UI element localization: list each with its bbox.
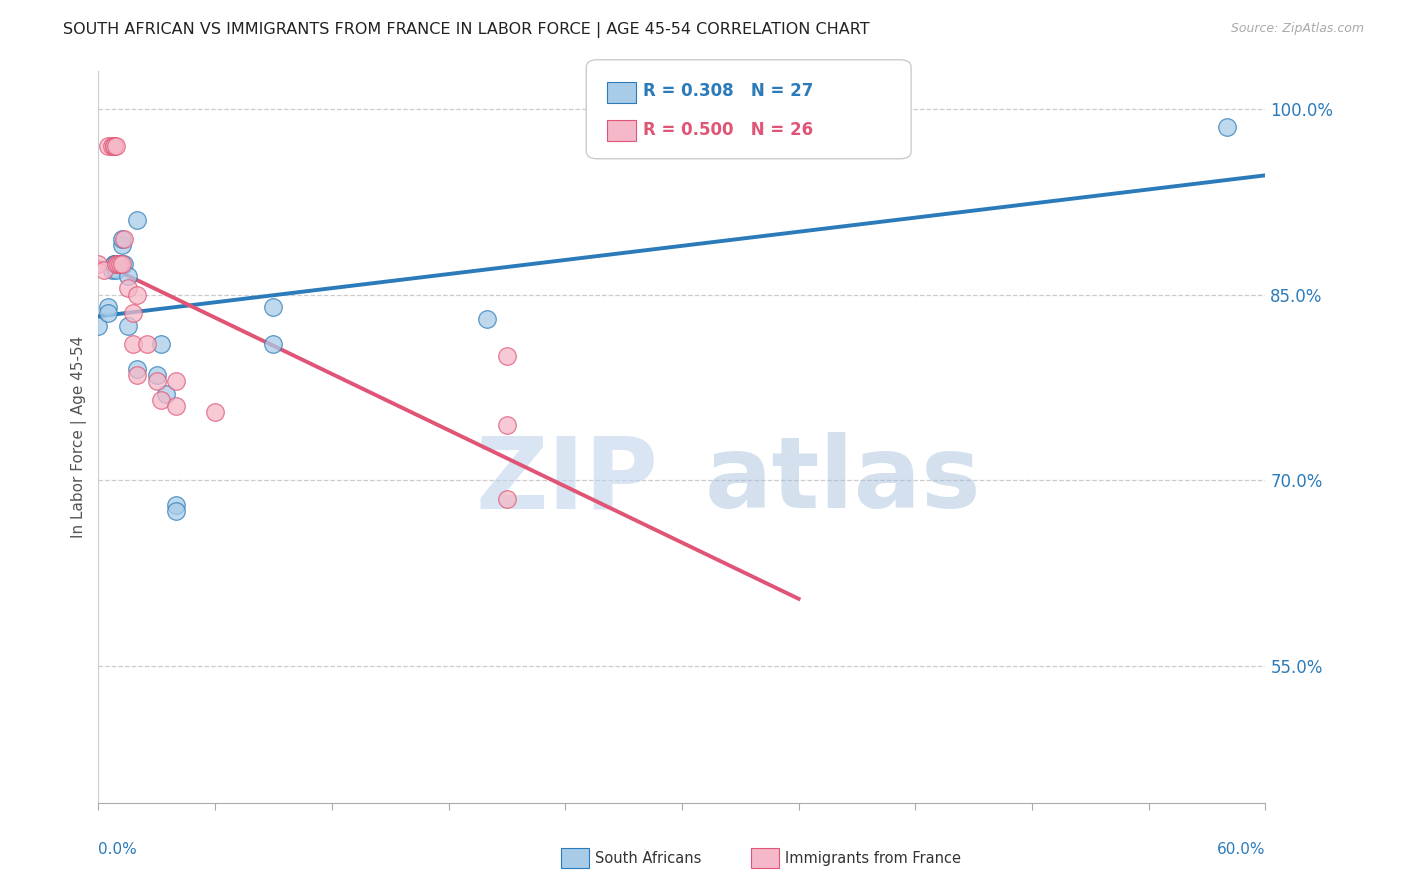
Point bbox=[127, 368, 149, 383]
Point bbox=[87, 318, 110, 333]
Text: Immigrants from France: Immigrants from France bbox=[785, 851, 960, 865]
Text: R = 0.500   N = 26: R = 0.500 N = 26 bbox=[643, 120, 813, 138]
Text: R = 0.308   N = 27: R = 0.308 N = 27 bbox=[643, 82, 813, 101]
Point bbox=[101, 262, 124, 277]
Point bbox=[107, 256, 129, 270]
Point bbox=[103, 138, 125, 153]
Point bbox=[104, 256, 127, 270]
Text: South Africans: South Africans bbox=[595, 851, 702, 865]
Point bbox=[93, 262, 115, 277]
Point bbox=[165, 498, 187, 512]
Point bbox=[477, 312, 499, 326]
Text: 60.0%: 60.0% bbox=[1218, 842, 1265, 856]
Text: Source: ZipAtlas.com: Source: ZipAtlas.com bbox=[1230, 22, 1364, 36]
Point bbox=[146, 374, 169, 388]
Point bbox=[97, 300, 120, 314]
Point bbox=[104, 138, 127, 153]
Point bbox=[111, 232, 134, 246]
Point bbox=[103, 138, 125, 153]
Point bbox=[101, 138, 124, 153]
Point bbox=[127, 287, 149, 301]
Point bbox=[262, 300, 284, 314]
Point bbox=[111, 238, 134, 252]
Text: atlas: atlas bbox=[706, 433, 981, 530]
Point bbox=[97, 138, 120, 153]
Point bbox=[87, 256, 110, 270]
Point bbox=[117, 318, 139, 333]
Point bbox=[103, 256, 125, 270]
Point bbox=[122, 306, 145, 320]
Point bbox=[112, 232, 135, 246]
Y-axis label: In Labor Force | Age 45-54: In Labor Force | Age 45-54 bbox=[72, 336, 87, 538]
Point bbox=[149, 392, 172, 407]
Point bbox=[104, 262, 127, 277]
Point bbox=[97, 306, 120, 320]
Point bbox=[117, 281, 139, 295]
Point bbox=[117, 268, 139, 283]
Point bbox=[107, 256, 129, 270]
Point bbox=[262, 337, 284, 351]
Point bbox=[1215, 120, 1237, 135]
Point bbox=[165, 504, 187, 518]
Point bbox=[122, 337, 145, 351]
Point bbox=[103, 256, 125, 270]
Text: 0.0%: 0.0% bbox=[98, 842, 138, 856]
Point bbox=[165, 374, 187, 388]
Point bbox=[496, 417, 519, 432]
Point bbox=[108, 256, 131, 270]
Point bbox=[107, 256, 129, 270]
Point bbox=[104, 256, 127, 270]
Point bbox=[127, 362, 149, 376]
Text: ZIP: ZIP bbox=[475, 433, 658, 530]
Point bbox=[136, 337, 159, 351]
Point bbox=[496, 491, 519, 506]
Point bbox=[149, 337, 172, 351]
Point bbox=[146, 368, 169, 383]
Point bbox=[111, 256, 134, 270]
Point bbox=[107, 256, 129, 270]
Point bbox=[165, 399, 187, 413]
Point bbox=[127, 213, 149, 227]
Point bbox=[204, 405, 226, 419]
Point bbox=[112, 256, 135, 270]
Text: SOUTH AFRICAN VS IMMIGRANTS FROM FRANCE IN LABOR FORCE | AGE 45-54 CORRELATION C: SOUTH AFRICAN VS IMMIGRANTS FROM FRANCE … bbox=[63, 22, 870, 38]
Point bbox=[496, 350, 519, 364]
Point bbox=[155, 386, 177, 401]
